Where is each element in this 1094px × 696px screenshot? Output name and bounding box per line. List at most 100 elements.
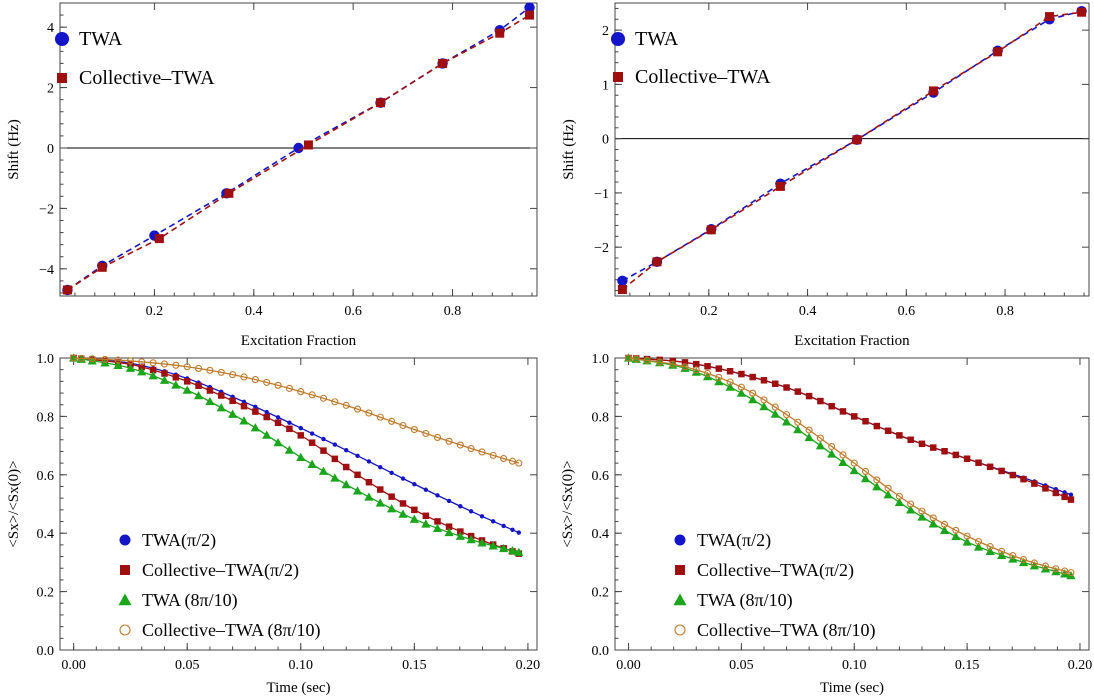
data-point: [125, 363, 136, 372]
series-collective: [62, 10, 535, 295]
data-point: [1009, 552, 1017, 560]
series-twa: [62, 2, 535, 296]
series-collective8: [70, 354, 523, 467]
data-point: [433, 433, 442, 441]
chart-panel-top-left: 0.2 0.4 0.6 0.8 −4 −2 0 2 4 Excitation Fraction Sh…: [6, 2, 538, 349]
data-point: [852, 135, 862, 145]
data-point: [284, 445, 295, 454]
legend-marker: [118, 593, 132, 606]
data-point: [951, 531, 961, 541]
y-tick-label: 0.2: [37, 586, 55, 601]
data-point: [963, 455, 971, 462]
y-tick-label: 0: [47, 142, 54, 157]
data-point: [508, 457, 517, 465]
data-point: [77, 354, 85, 362]
data-point: [303, 140, 313, 150]
legend-label: TWA: [79, 28, 123, 50]
data-point: [952, 451, 960, 459]
data-point: [873, 476, 881, 484]
x-tick-label: 0.00: [616, 658, 641, 673]
data-point: [1061, 493, 1068, 501]
data-point: [206, 366, 214, 374]
data-point: [783, 384, 790, 391]
data-point: [1061, 567, 1069, 575]
data-point: [149, 359, 157, 367]
y-tick-label: −2: [39, 202, 54, 217]
legend-marker: [610, 31, 626, 47]
y-axis-label: Shift (Hz): [6, 119, 22, 179]
data-point: [355, 453, 360, 459]
data-point: [364, 492, 374, 501]
data-point: [815, 441, 825, 450]
data-point: [114, 356, 122, 364]
data-point: [378, 464, 383, 470]
data-point: [895, 492, 903, 500]
data-point: [1062, 490, 1067, 495]
data-point: [70, 354, 78, 362]
data-point: [873, 422, 881, 430]
y-tick-label: 2: [47, 82, 54, 97]
y-tick-label: 0.4: [37, 527, 55, 542]
data-point: [500, 454, 508, 463]
x-axis-label: Excitation Fraction: [794, 333, 910, 349]
y-tick-label: −1: [594, 187, 609, 202]
data-point: [681, 359, 689, 366]
data-point: [171, 380, 181, 389]
data-point: [101, 355, 109, 363]
data-point: [524, 2, 535, 13]
data-point: [827, 449, 837, 458]
data-point: [617, 284, 627, 294]
data-point: [410, 425, 418, 434]
data-point: [331, 455, 339, 463]
legend-entry: Collective–TWA: [613, 66, 771, 88]
data-point: [1067, 496, 1075, 503]
x-tick-label: 0.20: [1068, 658, 1093, 673]
data-point: [704, 362, 711, 370]
data-point: [1051, 566, 1061, 576]
legend-entry: TWA (8π/10): [118, 590, 238, 611]
data-point: [148, 371, 158, 380]
data-point: [997, 550, 1007, 559]
data-point: [321, 436, 326, 442]
data-point: [376, 413, 384, 421]
data-point: [375, 98, 385, 108]
data-point: [1041, 562, 1049, 570]
data-point: [286, 425, 293, 433]
legend-marker: [675, 565, 685, 575]
data-point: [263, 413, 270, 421]
data-point: [918, 507, 926, 515]
y-tick-label: 0.0: [592, 644, 610, 659]
data-point: [1060, 569, 1070, 578]
data-point: [839, 451, 847, 459]
data-point: [446, 498, 452, 504]
y-tick-label: 1.0: [592, 352, 610, 367]
data-point: [218, 392, 225, 399]
data-point: [772, 380, 779, 388]
x-tick-label: 0.10: [289, 658, 314, 673]
data-point: [861, 467, 870, 475]
x-tick-label: 0.10: [842, 658, 867, 673]
data-point: [421, 519, 431, 528]
data-point: [365, 409, 373, 417]
y-tick-label: 0.2: [592, 586, 610, 601]
y-tick-label: 0: [602, 133, 609, 148]
series-line: [73, 357, 520, 464]
data-point: [775, 181, 785, 191]
data-point: [501, 523, 506, 529]
data-point: [366, 459, 372, 464]
data-point: [985, 546, 995, 556]
data-point: [804, 432, 814, 442]
data-point: [137, 367, 147, 376]
data-point: [113, 360, 123, 369]
data-point: [975, 459, 982, 466]
data-point: [320, 447, 327, 454]
data-point: [341, 479, 351, 489]
data-point: [400, 476, 406, 481]
data-point: [998, 547, 1006, 555]
x-tick-label: 0.05: [175, 658, 200, 673]
data-point: [896, 432, 903, 439]
x-tick-label: 0.8: [996, 304, 1014, 319]
legend-entry: Collective–TWA (8π/10): [119, 620, 321, 641]
data-point: [456, 441, 464, 449]
